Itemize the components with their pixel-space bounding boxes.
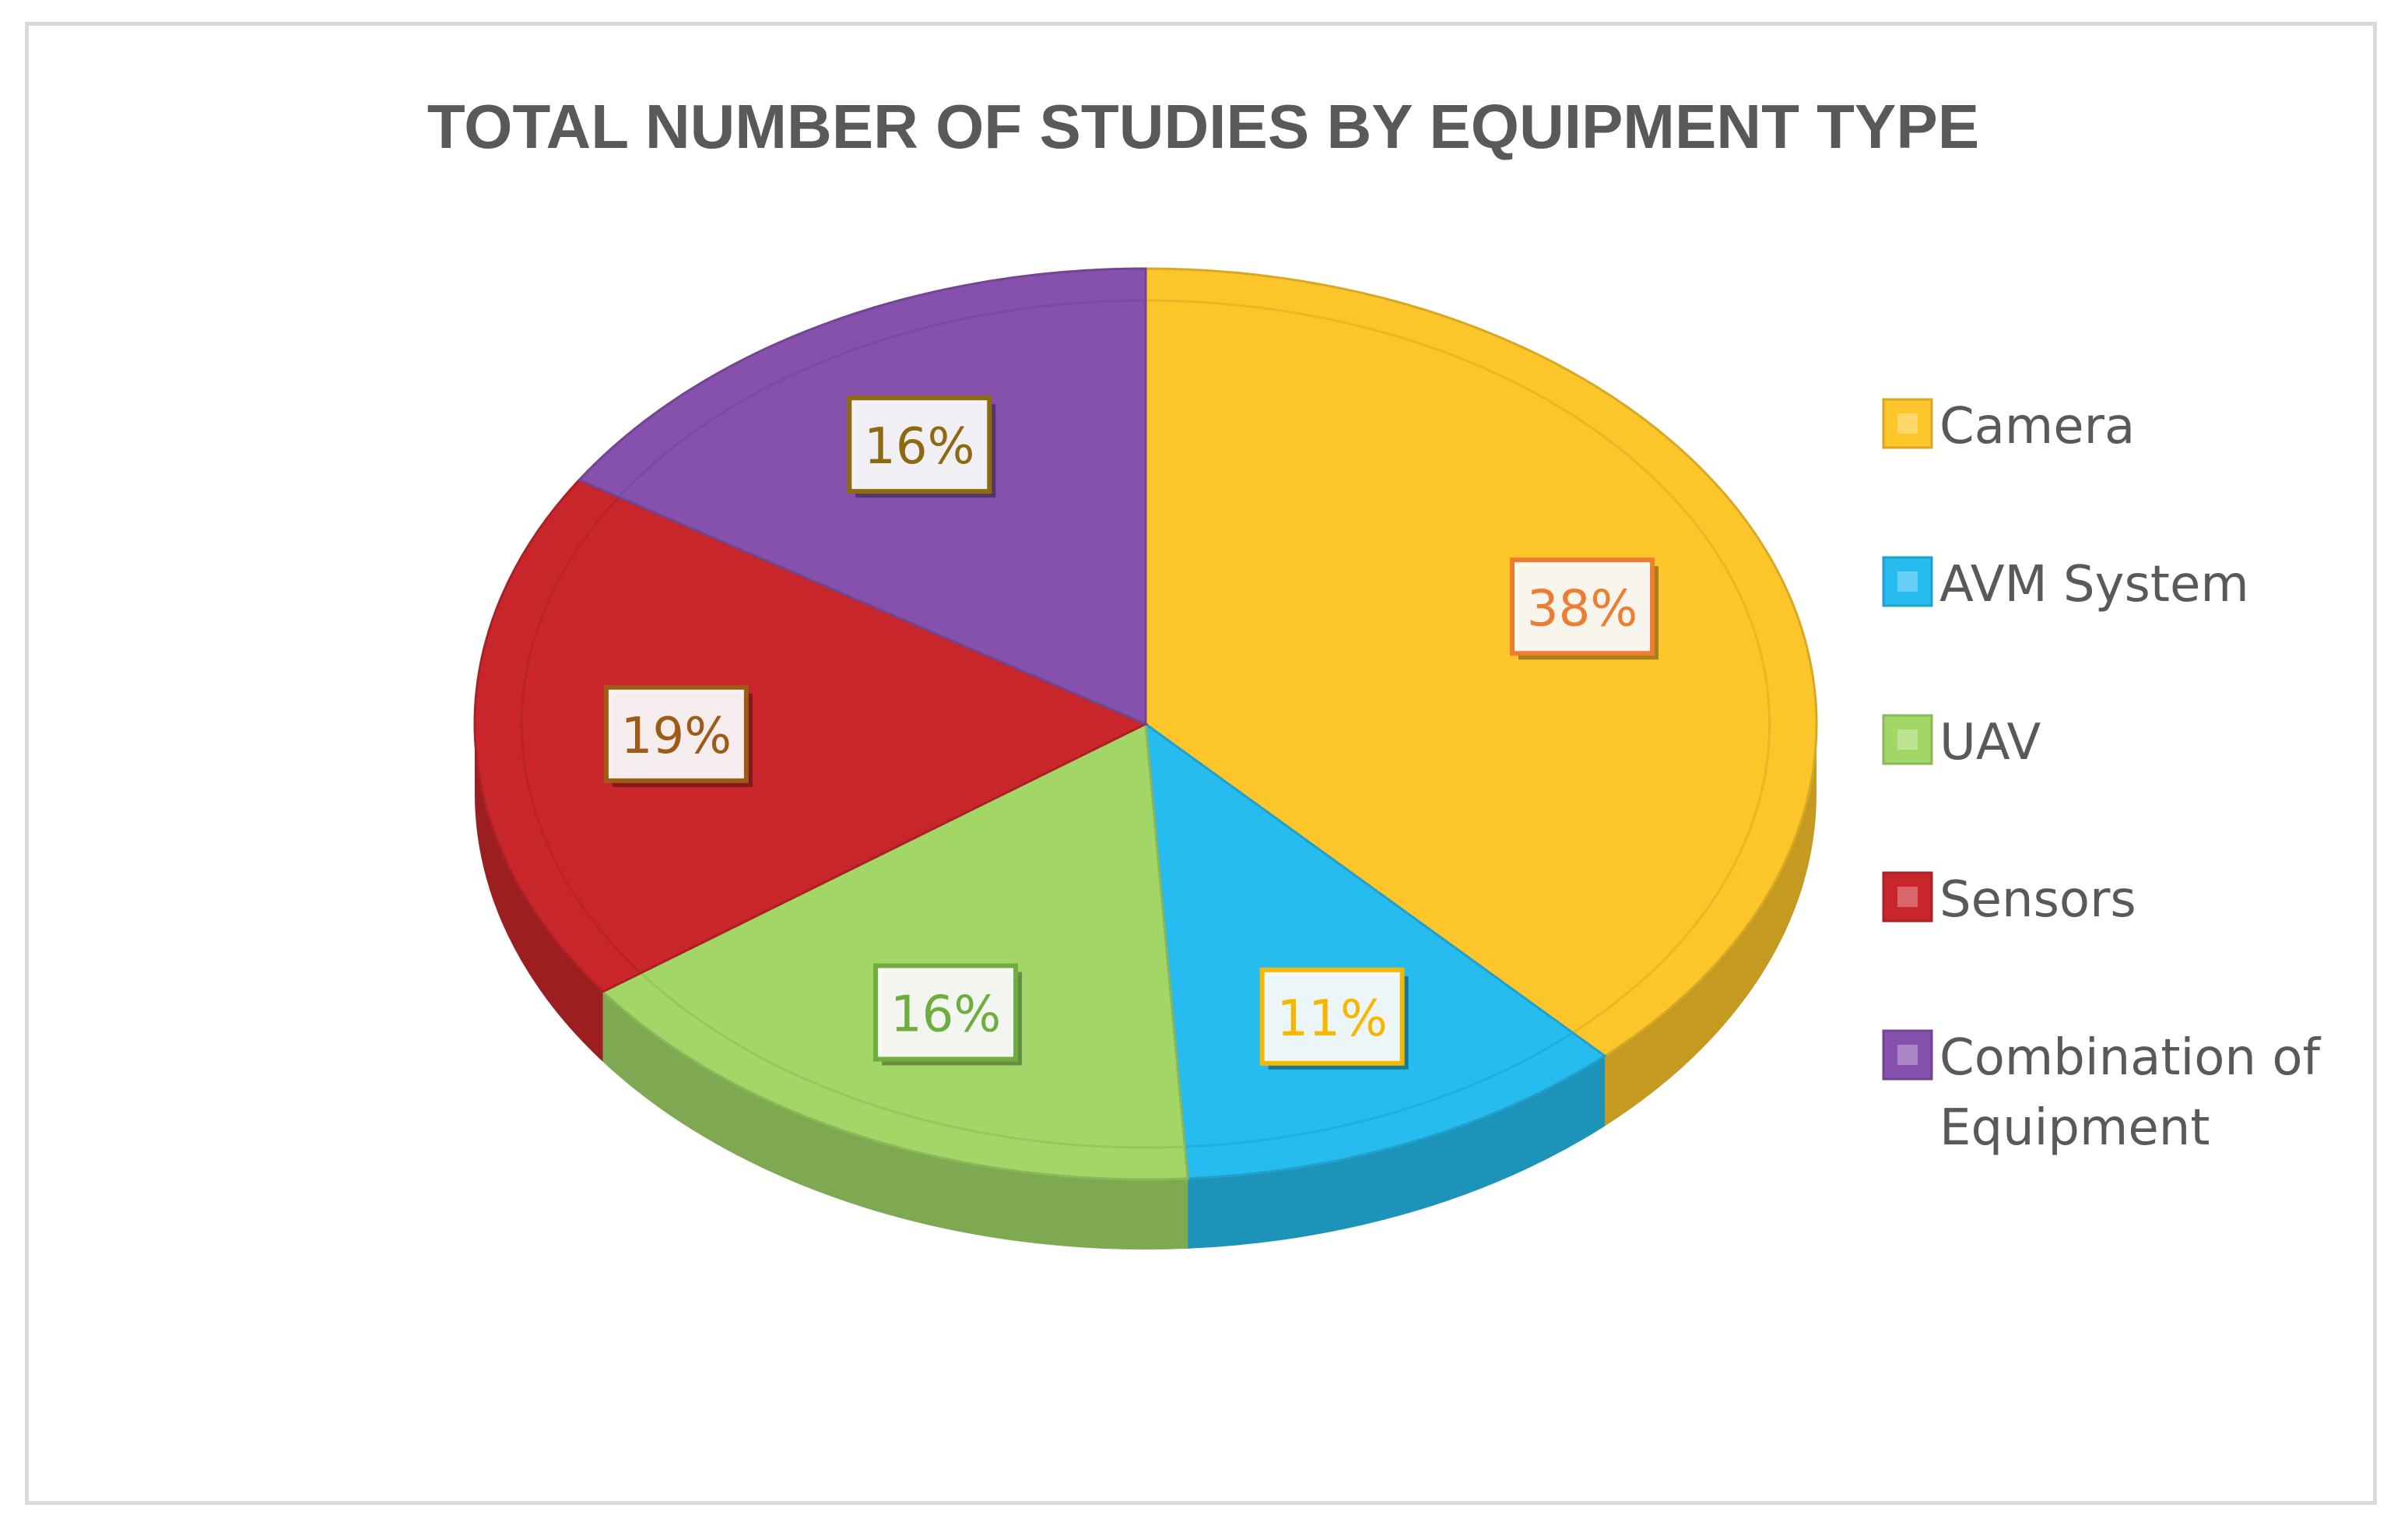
legend-swatch bbox=[1882, 871, 1933, 923]
legend-swatch-highlight bbox=[1897, 571, 1918, 592]
legend-swatch bbox=[1882, 1029, 1933, 1081]
data-label-text: 38% bbox=[1527, 580, 1638, 638]
legend-label: UAV bbox=[1939, 714, 2041, 772]
data-label-sensors: 19% bbox=[603, 684, 753, 787]
legend-label: Equipment bbox=[1939, 1099, 2210, 1157]
pie-wall-camera bbox=[1605, 724, 1817, 1127]
legend-swatch bbox=[1882, 714, 1933, 765]
legend-item-sensors: Sensors bbox=[1882, 871, 2136, 929]
data-label-text: 19% bbox=[621, 708, 732, 765]
data-label-box bbox=[873, 963, 1019, 1062]
legend-swatch bbox=[1882, 398, 1933, 449]
pie-rim-combination-of-equipment bbox=[618, 299, 1146, 498]
pie-rim-sensors bbox=[520, 496, 642, 974]
pie-rim-uav bbox=[640, 972, 1185, 1149]
pie-wall-avm-system bbox=[1188, 1056, 1606, 1249]
legend-swatch-highlight bbox=[1897, 887, 1918, 907]
pie-slice-sensors bbox=[473, 478, 1149, 993]
data-label-text: 16% bbox=[890, 986, 1001, 1044]
pie-wall-sensors bbox=[475, 724, 603, 1062]
data-label-box bbox=[847, 395, 992, 494]
data-label-camera: 38% bbox=[1510, 557, 1659, 660]
data-label-text: 11% bbox=[1277, 990, 1388, 1048]
legend-item-camera: Camera bbox=[1882, 398, 2135, 455]
legend-label: Combination of bbox=[1939, 1029, 2321, 1087]
legend-swatch-highlight bbox=[1897, 1045, 1918, 1065]
pie-slice-camera bbox=[1144, 267, 1818, 1058]
legend-label: Sensors bbox=[1939, 871, 2136, 929]
data-label-uav: 16% bbox=[873, 963, 1023, 1066]
pie-rim-camera bbox=[1145, 299, 1771, 1034]
data-label-box bbox=[603, 684, 749, 783]
data-label-box bbox=[1510, 557, 1655, 656]
legend-swatch-highlight bbox=[1897, 413, 1918, 434]
data-label-combination-of-equipment: 16% bbox=[847, 395, 996, 498]
legend-swatch-highlight bbox=[1897, 729, 1918, 750]
legend-label: AVM System bbox=[1939, 556, 2249, 613]
pie-rim-avm-system bbox=[1185, 1032, 1574, 1148]
pie-data-labels: 38% 11% 16% 19% 16% bbox=[603, 395, 1659, 1070]
chart-title: TOTAL NUMBER OF STUDIES BY EQUIPMENT TYP… bbox=[427, 92, 1979, 161]
legend: Camera AVM System UAV Sensors Combination of… bbox=[1882, 398, 2321, 1157]
pie-side-walls bbox=[475, 724, 1817, 1250]
legend-swatch bbox=[1882, 556, 1933, 607]
legend-item-combination-of-equipment: Combination of Equipment bbox=[1882, 1029, 2321, 1157]
legend-item-avm-system: AVM System bbox=[1882, 556, 2249, 613]
pie-wall-uav bbox=[602, 991, 1188, 1250]
data-label-box bbox=[1259, 967, 1405, 1066]
pie-slice-uav bbox=[601, 722, 1189, 1181]
legend-item-uav: UAV bbox=[1882, 714, 2041, 772]
pie-slice-combination-of-equipment bbox=[577, 267, 1147, 726]
data-label-text: 16% bbox=[864, 418, 974, 476]
legend-label: Camera bbox=[1939, 398, 2135, 455]
data-label-avm-system: 11% bbox=[1259, 967, 1409, 1070]
